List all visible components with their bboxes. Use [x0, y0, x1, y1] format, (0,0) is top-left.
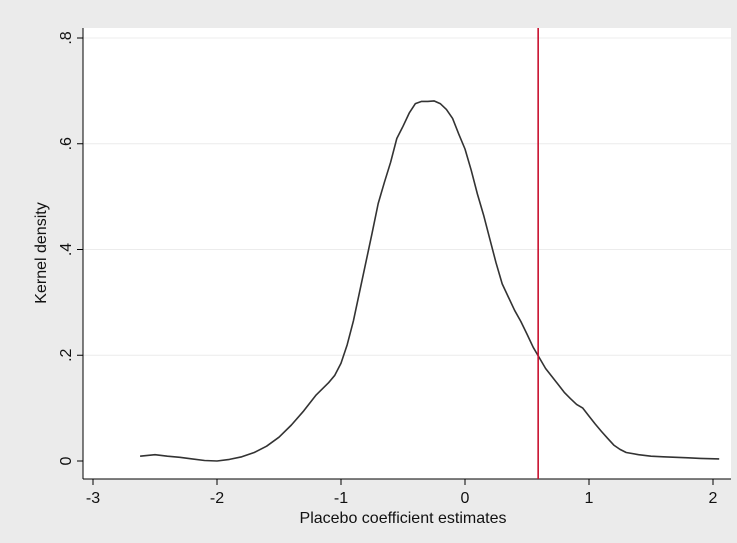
x-tick-label: -3 [86, 490, 100, 507]
series-layer [140, 100, 720, 462]
tick-layer: -3 -2 -1 0 1 2 0 .2 .4 .6 .8 [58, 31, 718, 507]
x-tick-label: 1 [585, 490, 594, 507]
y-axis-title: Kernel density [33, 202, 50, 303]
grid-lines [83, 37, 731, 356]
y-tick-label: 0 [58, 456, 75, 465]
x-tick-label: 0 [461, 490, 470, 507]
y-tick-label: .4 [58, 243, 75, 256]
x-tick-label: 2 [709, 490, 718, 507]
y-tick-label: .8 [58, 31, 75, 44]
x-axis-title: Placebo coefficient estimates [300, 510, 507, 527]
x-tick-label: -1 [334, 490, 348, 507]
x-tick-label: -2 [210, 490, 224, 507]
y-tick-label: .2 [58, 348, 75, 361]
plot-area [83, 28, 731, 479]
y-tick-label: .6 [58, 137, 75, 150]
density-curve [140, 100, 720, 462]
axes [82, 28, 731, 480]
